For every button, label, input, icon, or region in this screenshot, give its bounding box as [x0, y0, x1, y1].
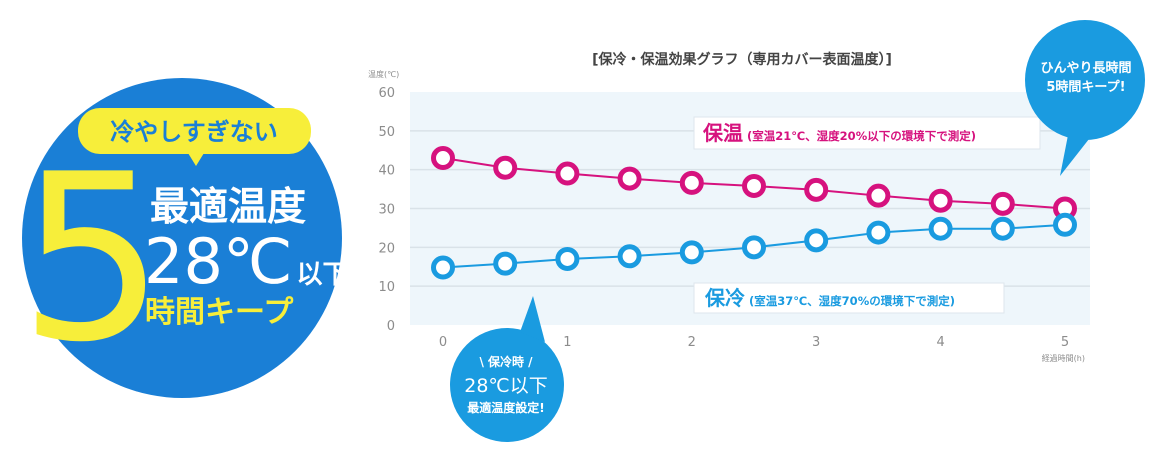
data-point-cool — [928, 216, 953, 241]
callout-bottom-circle — [450, 328, 564, 442]
callout-top-line2: 5時間キープ! — [1046, 79, 1125, 95]
badge-circle — [22, 78, 342, 398]
callout-bottom-line2: 28℃以下 — [464, 375, 548, 397]
badge-line1: 最適温度 — [150, 185, 306, 230]
callout-top: ひんやり長時間 5時間キープ! — [1025, 20, 1145, 176]
x-tick-label: 4 — [936, 335, 944, 350]
data-point-warm — [493, 155, 518, 180]
x-tick-label: 1 — [563, 335, 571, 350]
callout-top-circle — [1025, 20, 1145, 140]
data-point-warm — [742, 173, 766, 198]
data-point-cool — [431, 255, 455, 280]
y-tick-label: 60 — [378, 86, 395, 101]
x-tick-label: 2 — [688, 335, 696, 350]
data-point-cool — [742, 235, 766, 260]
callout-top-pointer — [1060, 125, 1100, 176]
y-tick-label: 40 — [378, 164, 395, 179]
legend-cool-box — [693, 282, 1005, 314]
y-tick-label: 10 — [378, 280, 395, 295]
y-tick-label: 30 — [378, 203, 395, 218]
data-point-cool — [990, 216, 1015, 241]
x-tick-label: 5 — [1061, 335, 1069, 350]
svg-text:保温(室温21℃、湿度20%以下の環境下で測定): 保温 (室温21℃、湿度20%以下の環境下で測定) — [702, 121, 976, 145]
data-point-cool — [679, 240, 704, 265]
data-point-cool — [804, 228, 829, 253]
legend-warm-box — [693, 116, 1041, 150]
legend-cool: 保冷 (室温37℃、湿度70%の環境下で測定) — [693, 282, 1005, 314]
data-point-cool — [493, 251, 518, 276]
callout-bottom-line1: \ 保冷時 / — [479, 354, 533, 369]
callout-bottom: \ 保冷時 / 28℃以下 最適温度設定! — [450, 296, 564, 442]
badge-temp-suffix: 以下 — [297, 260, 349, 290]
legend-warm-main: 保温 — [702, 121, 743, 145]
callout-top-line1: ひんやり長時間 — [1040, 60, 1131, 76]
data-point-warm — [804, 177, 829, 202]
callout-bottom-line3: 最適温度設定! — [467, 400, 544, 415]
badge-tag-text: 冷やしすぎない — [110, 118, 278, 146]
data-point-warm — [928, 188, 953, 213]
x-axis-label: 経過時間(h) — [1042, 353, 1085, 363]
chart-title: [保冷・保温効果グラフ（専用カバー表面温度）] — [592, 51, 892, 68]
legend-cool-note: (室温37℃、湿度70%の環境下で測定) — [749, 294, 955, 308]
data-point-cool — [1053, 212, 1077, 237]
y-tick-label: 0 — [387, 319, 395, 334]
data-point-cool — [555, 246, 580, 271]
promo-badge: 冷やしすぎない 5 最適温度 28℃ 以下 時間キープ — [19, 78, 349, 398]
data-point-warm — [555, 161, 580, 186]
badge-tag-pointer — [188, 153, 204, 166]
badge-temp-value: 28℃ — [144, 225, 293, 298]
data-point-warm — [990, 191, 1015, 216]
data-point-warm — [617, 166, 642, 191]
data-point-cool — [866, 220, 891, 245]
x-tick-label: 3 — [812, 335, 820, 350]
badge-line3: 時間キープ — [145, 295, 294, 330]
callout-bottom-pointer — [520, 296, 545, 342]
x-tick-label: 0 — [439, 335, 447, 350]
badge-big-number: 5 — [19, 126, 165, 393]
svg-text:保冷(室温37℃、湿度70%の環境下で測定): 保冷 (室温37℃、湿度70%の環境下で測定) — [704, 286, 955, 310]
legend-cool-main: 保冷 — [704, 286, 745, 310]
badge-tag-bubble — [78, 108, 311, 154]
legend-warm-note: (室温21℃、湿度20%以下の環境下で測定) — [747, 129, 976, 143]
y-tick-label: 50 — [378, 125, 395, 140]
data-point-cool — [617, 244, 642, 269]
badge-temp: 28℃ 以下 — [144, 225, 349, 298]
data-point-warm — [866, 183, 891, 208]
y-axis-label: 温度(℃) — [368, 69, 399, 79]
data-point-warm — [679, 170, 704, 195]
y-tick-label: 20 — [378, 241, 395, 256]
legend-warm: 保温 (室温21℃、湿度20%以下の環境下で測定) — [693, 116, 1041, 150]
data-point-warm — [431, 146, 455, 171]
